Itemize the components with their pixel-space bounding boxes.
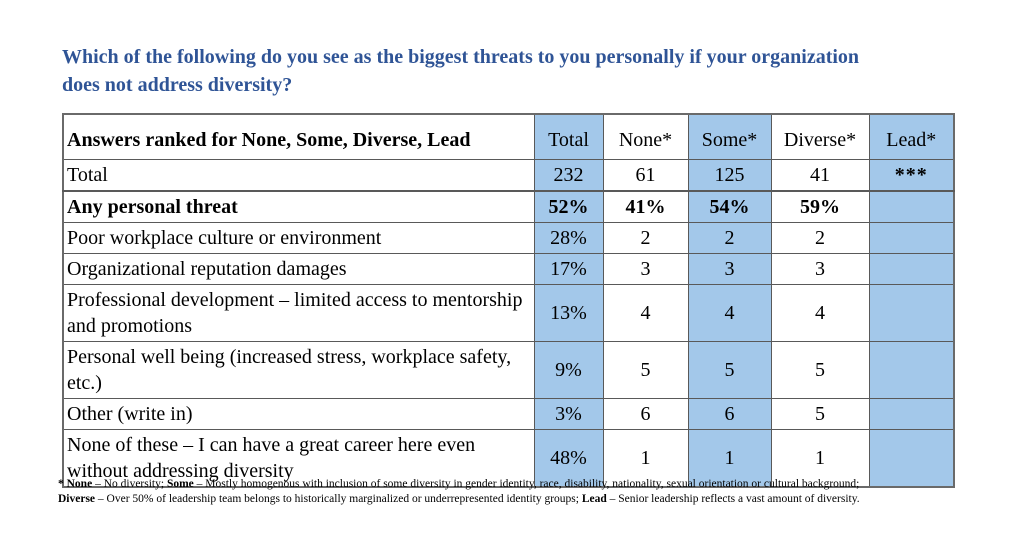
column-header-none: None*	[602, 113, 689, 160]
cell-some: 2	[687, 221, 772, 254]
table-row: Professional development – limited acces…	[62, 283, 955, 342]
cell-some: 5	[687, 340, 772, 399]
cell-none: 61	[602, 158, 689, 192]
column-header-total: Total	[533, 113, 604, 160]
row-label: None of these – I can have a great caree…	[62, 428, 535, 487]
cell-total: 28%	[533, 221, 604, 254]
cell-some: 125	[687, 158, 772, 192]
cell-diverse: 3	[770, 252, 870, 285]
cell-none: 6	[602, 397, 689, 430]
cell-lead	[868, 252, 955, 285]
page-title: Which of the following do you see as the…	[62, 46, 860, 96]
row-label: Total	[62, 158, 535, 192]
footnote-segment: Lead	[581, 492, 607, 505]
cell-total: 232	[533, 158, 604, 192]
table-row: Poor workplace culture or environment 28%…	[62, 221, 955, 254]
cell-diverse: 5	[770, 340, 870, 399]
cell-lead	[868, 283, 955, 342]
table-header-row: Answers ranked for None, Some, Diverse, …	[62, 113, 955, 160]
cell-diverse: 4	[770, 283, 870, 342]
cell-total: 52%	[533, 190, 604, 223]
cell-none: 3	[602, 252, 689, 285]
footnote-segment: Diverse	[58, 492, 96, 505]
row-label: Professional development – limited acces…	[62, 283, 535, 342]
cell-lead	[868, 221, 955, 254]
column-header-some: Some*	[687, 113, 772, 160]
table-row: Organizational reputation damages 17% 3 3 3	[62, 252, 955, 285]
cell-some: 54%	[687, 190, 772, 223]
cell-total: 9%	[533, 340, 604, 399]
table-row: Any personal threat 52% 41% 54% 59%	[62, 190, 955, 223]
cell-diverse: 2	[770, 221, 870, 254]
cell-some: 3	[687, 252, 772, 285]
footnote-segment: – Senior leadership reflects a vast amou…	[606, 492, 860, 505]
cell-some: 4	[687, 283, 772, 342]
cell-some: 6	[687, 397, 772, 430]
cell-lead	[868, 428, 955, 487]
cell-total: 3%	[533, 397, 604, 430]
cell-none: 1	[602, 428, 689, 487]
cell-lead: ***	[868, 158, 955, 192]
table-body: Total 232 61 125 41 *** Any personal threat 52%…	[62, 158, 955, 487]
cell-diverse: 1	[770, 428, 870, 487]
survey-table: Answers ranked for None, Some, Diverse, …	[62, 113, 955, 488]
cell-lead	[868, 340, 955, 399]
cell-some: 1	[687, 428, 772, 487]
row-label: Poor workplace culture or environment	[62, 221, 535, 254]
cell-diverse: 59%	[770, 190, 870, 223]
corner-header: Answers ranked for None, Some, Diverse, …	[62, 113, 535, 160]
cell-none: 41%	[602, 190, 689, 223]
cell-lead	[868, 397, 955, 430]
cell-diverse: 5	[770, 397, 870, 430]
table-row: Total 232 61 125 41 ***	[62, 158, 955, 192]
footnote-segment: – No diversity;	[92, 478, 167, 490]
table-row: Personal well being (increased stress, w…	[62, 340, 955, 399]
footnote-segment: – Over 50% of leadership team belongs to…	[95, 492, 582, 505]
row-label: Any personal threat	[62, 190, 535, 223]
footnote-segment: Some	[166, 478, 194, 490]
cell-none: 2	[602, 221, 689, 254]
column-header-diverse: Diverse*	[770, 113, 870, 160]
footnote-segment: * None	[58, 478, 93, 490]
footnote: * None – No diversity; Some – Mostly hom…	[58, 477, 963, 507]
cell-total: 13%	[533, 283, 604, 342]
row-label: Organizational reputation damages	[62, 252, 535, 285]
footnote-segment: – Mostly homogenous with inclusion of so…	[193, 478, 860, 490]
cell-diverse: 41	[770, 158, 870, 192]
row-label: Personal well being (increased stress, w…	[62, 340, 535, 399]
cell-none: 5	[602, 340, 689, 399]
table-row: Other (write in) 3% 6 6 5	[62, 397, 955, 430]
table-row: None of these – I can have a great caree…	[62, 428, 955, 487]
cell-lead	[868, 190, 955, 223]
row-label: Other (write in)	[62, 397, 535, 430]
cell-total: 17%	[533, 252, 604, 285]
column-header-lead: Lead*	[868, 113, 955, 160]
cell-none: 4	[602, 283, 689, 342]
